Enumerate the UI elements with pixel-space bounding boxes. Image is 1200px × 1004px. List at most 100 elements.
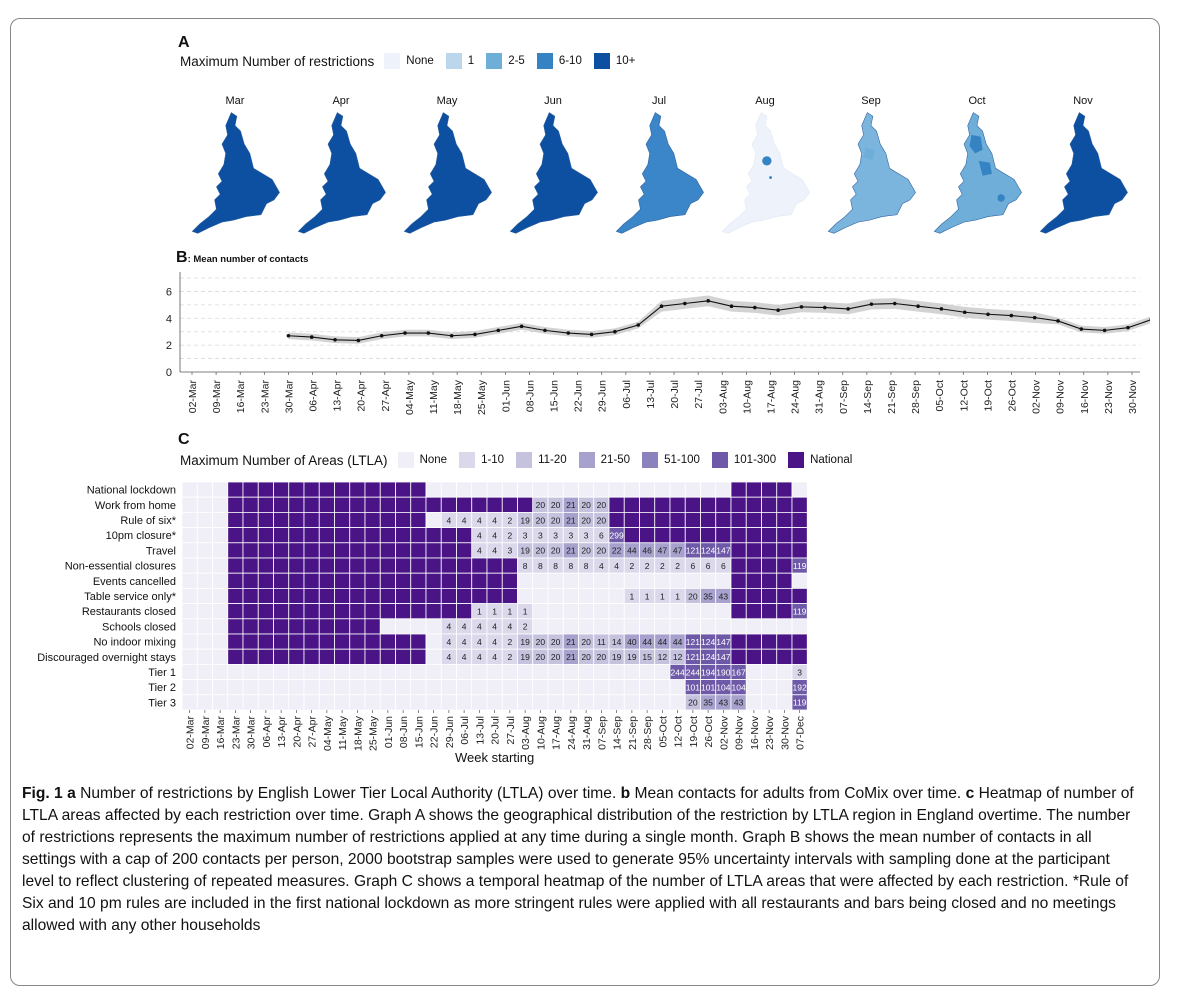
cell-value: 20	[688, 591, 698, 601]
row-label: Work from home	[95, 500, 176, 512]
england-outline	[509, 112, 598, 234]
heatmap-cell	[181, 527, 198, 544]
heatmap-cell	[273, 618, 290, 635]
data-point	[846, 307, 850, 311]
heatmap-cell	[334, 633, 351, 650]
heatmap-cell	[196, 648, 213, 665]
heatmap-cell	[456, 572, 473, 589]
england-map	[827, 112, 916, 234]
heatmap-cell	[273, 633, 290, 650]
heatmap-cell	[288, 496, 305, 513]
heatmap-cell	[379, 496, 396, 513]
heatmap-cell	[288, 633, 305, 650]
heatmap-cell	[181, 512, 198, 529]
heatmap-cell	[273, 588, 290, 605]
data-point	[869, 302, 874, 306]
x-tick-label: 13-Apr	[332, 379, 344, 411]
heatmap-cell	[532, 663, 549, 680]
heatmap-cell	[196, 679, 213, 696]
cell-value: 167	[732, 667, 746, 677]
cell-value: 20	[551, 652, 561, 662]
heatmap-cell	[761, 496, 778, 513]
heatmap-cell	[395, 496, 412, 513]
heatmap-cell	[776, 618, 793, 635]
heatmap-cell	[273, 496, 290, 513]
heatmap-cell	[318, 679, 335, 696]
cell-value: 20	[551, 515, 561, 525]
heatmap-cell	[410, 481, 427, 498]
cell-value: 4	[462, 637, 467, 647]
heatmap-cell	[471, 481, 488, 498]
cell-value: 8	[584, 561, 589, 571]
figure-frame	[10, 18, 1160, 986]
restriction-legend-label: 6-10	[558, 55, 582, 67]
heatmap-cell	[730, 572, 747, 589]
cell-value: 4	[614, 561, 619, 571]
heatmap-cell	[257, 588, 274, 605]
heatmap-cell	[425, 481, 442, 498]
heatmap-cell	[761, 648, 778, 665]
data-point	[566, 331, 571, 335]
heatmap-cell	[212, 603, 229, 620]
cell-value: 20	[551, 637, 561, 647]
heatmap-cell	[364, 512, 381, 529]
england-map	[509, 112, 598, 234]
cell-value: 3	[538, 531, 543, 541]
cell-value: 6	[691, 561, 696, 571]
data-point	[986, 312, 990, 317]
england-map	[191, 112, 280, 234]
heatmap-cell	[501, 572, 518, 589]
data-point	[892, 301, 897, 306]
cell-value: 4	[477, 652, 482, 662]
cell-value: 101	[686, 683, 700, 693]
heatmap-cell	[288, 648, 305, 665]
heatmap-cell	[364, 527, 381, 544]
heatmap-cell	[623, 618, 640, 635]
heatmap-cell	[456, 557, 473, 574]
cell-value: 4	[599, 561, 604, 571]
heatmap-cell	[379, 512, 396, 529]
heatmap-cell	[532, 572, 549, 589]
cell-value: 43	[734, 698, 744, 708]
x-tick-label: 05-Oct	[934, 380, 946, 412]
heatmap-cell	[745, 557, 762, 574]
heatmap-cell	[791, 527, 808, 544]
cell-value: 6	[706, 561, 711, 571]
heatmap-cell	[684, 572, 701, 589]
cell-value: 4	[447, 652, 452, 662]
heatmap-cell	[700, 572, 717, 589]
x-tick-label: 21-Sep	[886, 380, 898, 414]
map-panel: May	[397, 95, 497, 237]
cell-value: 4	[477, 622, 482, 632]
heatmap-cell	[318, 694, 335, 711]
heatmap-cell	[654, 481, 671, 498]
heatmap-cell	[288, 572, 305, 589]
heatmap-cell	[501, 694, 518, 711]
heatmap-cell	[334, 648, 351, 665]
heatmap-cell	[791, 542, 808, 559]
x-tick-label: 15-Jun	[413, 716, 425, 748]
heatmap-cell	[715, 496, 732, 513]
cell-value: 119	[793, 607, 807, 617]
cell-value: 20	[597, 546, 607, 556]
panel-c-legend-items: None 1-10 11-20 21-50 51-100 101-300 National	[397, 452, 865, 468]
heatmap-cell	[547, 694, 564, 711]
x-tick-label: 22-Jun	[573, 380, 585, 412]
heatmap-cell	[227, 679, 244, 696]
heatmap-cell	[181, 588, 198, 605]
heatmap-cell	[593, 694, 610, 711]
heatmap-cell	[273, 557, 290, 574]
x-tick-label: 16-Mar	[215, 716, 227, 750]
heatmap-cell	[456, 542, 473, 559]
cell-value: 20	[597, 515, 607, 525]
cell-value: 35	[703, 591, 713, 601]
cell-value: 47	[673, 546, 683, 556]
heatmap-cell	[745, 527, 762, 544]
heatmap-cell	[273, 481, 290, 498]
heatmap-cell	[623, 663, 640, 680]
cell-value: 194	[701, 667, 715, 677]
heatmap-cell	[425, 557, 442, 574]
map-month-label: Sep	[861, 95, 881, 107]
heatmap-cell	[227, 512, 244, 529]
x-tick-label: 27-Jul	[505, 716, 517, 745]
